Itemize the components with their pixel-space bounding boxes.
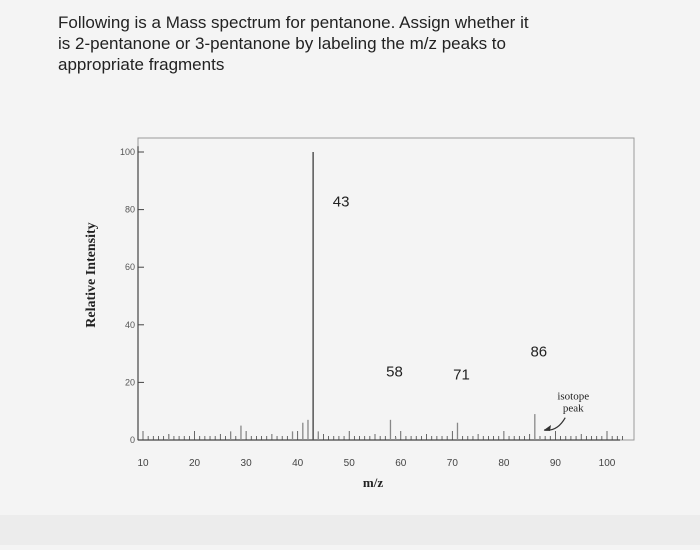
peak-label-58: 58 — [386, 364, 403, 381]
x-axis-label: m/z — [363, 475, 383, 490]
y-axis-label: Relative Intensity — [84, 222, 99, 327]
question-line-3: appropriate fragments — [58, 55, 225, 74]
question-line-1: Following is a Mass spectrum for pentano… — [58, 13, 529, 32]
peak-label-71: 71 — [453, 367, 470, 384]
x-tick-label-20: 20 — [189, 458, 201, 469]
isotope-annotation-line-2: peak — [563, 403, 584, 415]
x-tick-label-50: 50 — [344, 458, 356, 469]
x-tick-label-70: 70 — [447, 458, 459, 469]
y-tick-label-20: 20 — [125, 377, 135, 387]
x-tick-label-40: 40 — [292, 458, 304, 469]
x-tick-label-100: 100 — [599, 458, 616, 469]
bottom-strip — [0, 515, 700, 545]
question-line-2: is 2-pentanone or 3-pentanone by labelin… — [58, 34, 506, 53]
x-tick-label-80: 80 — [498, 458, 510, 469]
isotope-annotation-line-1: isotope — [557, 391, 589, 403]
y-tick-label-40: 40 — [125, 320, 135, 330]
y-tick-label-100: 100 — [120, 147, 135, 157]
peak-label-86: 86 — [530, 343, 547, 360]
x-tick-label-60: 60 — [395, 458, 407, 469]
y-tick-label-80: 80 — [125, 205, 135, 215]
peak-label-43: 43 — [333, 194, 350, 211]
x-tick-label-10: 10 — [137, 458, 149, 469]
y-tick-label-0: 0 — [130, 435, 135, 445]
x-tick-label-90: 90 — [550, 458, 562, 469]
x-tick-label-30: 30 — [241, 458, 253, 469]
question-text: Following is a Mass spectrum for pentano… — [58, 12, 658, 75]
y-tick-label-60: 60 — [125, 262, 135, 272]
isotope-arrow-head — [543, 425, 551, 431]
